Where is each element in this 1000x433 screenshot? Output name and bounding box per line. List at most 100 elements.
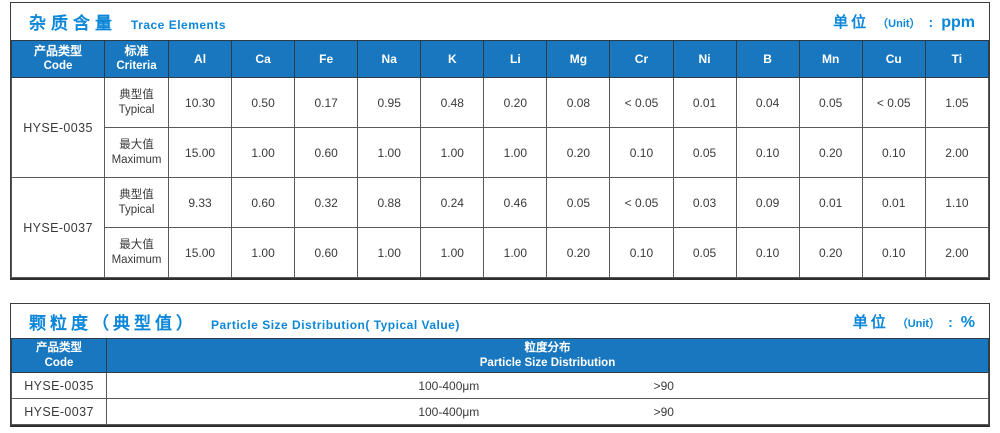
criteria-zh: 典型值 xyxy=(119,88,154,101)
title-zh: 颗粒度（典型值） xyxy=(29,313,197,333)
trace-header-row: 产品类型 Code 标准 Criteria Al Ca Fe Na K Li M… xyxy=(11,40,990,78)
value-cell: 0.60 xyxy=(294,227,359,278)
value-cell: 0.46 xyxy=(483,177,548,228)
value-cell: 0.20 xyxy=(483,77,548,128)
col-header-criteria-en: Criteria xyxy=(116,60,157,73)
unit-colon: : xyxy=(928,14,934,30)
unit-value: ppm xyxy=(941,14,975,31)
value-cell: 0.04 xyxy=(735,77,800,128)
unit-indicator: 单位 （Unit） : ppm xyxy=(833,11,975,32)
col-header-code: 产品类型 Code xyxy=(11,338,107,373)
value-cell: < 0.05 xyxy=(609,77,674,128)
trace-elements-titlebar: 杂质含量 Trace Elements 单位 （Unit） : ppm xyxy=(11,3,989,40)
unit-label: 单位 xyxy=(833,14,870,31)
col-header-element: B xyxy=(735,40,800,78)
criteria-en: Typical xyxy=(118,203,155,216)
col-header-code-en: Code xyxy=(44,356,74,369)
criteria-en: Maximum xyxy=(111,253,162,266)
criteria-en: Maximum xyxy=(111,153,162,166)
trace-elements-section: 杂质含量 Trace Elements 单位 （Unit） : ppm 产品类型… xyxy=(10,2,990,280)
value-cell: 0.10 xyxy=(735,127,800,178)
particle-size-section: 颗粒度（典型值） Particle Size Distribution( Typ… xyxy=(10,303,990,427)
value-cell: 0.05 xyxy=(672,227,737,278)
table-row: 最大值 Maximum 15.00 1.00 0.60 1.00 1.00 1.… xyxy=(12,127,990,178)
value-cell: 1.00 xyxy=(231,127,296,178)
col-header-element: Li xyxy=(483,40,548,78)
col-header-element: Mg xyxy=(546,40,611,78)
col-header-element: Ti xyxy=(924,40,990,78)
value-cell: 0.17 xyxy=(294,77,359,128)
criteria-zh: 最大值 xyxy=(119,138,154,151)
title-zh: 杂质含量 xyxy=(29,14,117,33)
value-cell: 0.01 xyxy=(861,177,926,228)
trace-elements-title: 杂质含量 Trace Elements xyxy=(29,9,226,34)
value-cell: 1.00 xyxy=(231,227,296,278)
unit-label: 单位 xyxy=(852,313,889,331)
table-row: HYSE-0035 典型值 Typical 10.30 0.50 0.17 0.… xyxy=(11,77,990,178)
col-header-element: Al xyxy=(167,40,233,78)
col-header-code-en: Code xyxy=(43,60,73,73)
criteria-zh: 最大值 xyxy=(119,238,154,251)
col-header-element: Fe xyxy=(294,40,359,78)
value-cell: 1.00 xyxy=(483,127,548,178)
value-cell: 0.88 xyxy=(357,177,422,228)
value-cell: 0.10 xyxy=(861,127,926,178)
value-cell: 2.00 xyxy=(924,127,990,178)
unit-indicator: 单位 （Unit） : % xyxy=(853,311,975,332)
value-cell: 1.00 xyxy=(357,127,422,178)
value-cell: 0.05 xyxy=(798,77,863,128)
value-cell: 0.24 xyxy=(420,177,485,228)
value-cell: < 0.05 xyxy=(861,77,926,128)
title-en: Trace Elements xyxy=(131,18,227,32)
col-header-element: Ca xyxy=(231,40,296,78)
value-cell: 1.00 xyxy=(420,227,485,278)
criteria-en: Typical xyxy=(118,103,155,116)
particle-size-titlebar: 颗粒度（典型值） Particle Size Distribution( Typ… xyxy=(11,304,989,338)
value-cell: 0.20 xyxy=(546,227,611,278)
value-cell: 1.00 xyxy=(420,127,485,178)
unit-paren: （Unit） xyxy=(877,18,921,30)
product-code: HYSE-0035 xyxy=(11,372,107,399)
col-header-element: Mn xyxy=(798,40,863,78)
table-row: HYSE-0037 100-400μm >90 xyxy=(11,398,989,425)
value-cell: 0.32 xyxy=(294,177,359,228)
size-range: 100-400μm xyxy=(418,404,480,419)
value-cell: 0.05 xyxy=(546,177,611,228)
col-header-element: Ni xyxy=(672,40,737,78)
unit-colon: : xyxy=(948,313,953,330)
value-cell: 9.33 xyxy=(167,177,233,228)
col-header-code-zh: 产品类型 xyxy=(36,342,82,355)
col-header-criteria-zh: 标准 xyxy=(124,44,149,59)
criteria-cell: 最大值 Maximum xyxy=(104,127,169,178)
value-cell: 1.05 xyxy=(924,77,990,128)
distribution-cell: 100-400μm >90 xyxy=(106,398,989,425)
criteria-cell: 典型值 Typical xyxy=(104,77,169,128)
size-percentage: >90 xyxy=(653,404,674,419)
col-header-distribution-en: Particle Size Distribution xyxy=(479,356,616,369)
value-cell: 0.01 xyxy=(798,177,863,228)
criteria-zh: 典型值 xyxy=(119,188,154,201)
value-cell: 1.00 xyxy=(357,227,422,278)
value-cell: 15.00 xyxy=(167,227,233,278)
product-code: HYSE-0035 xyxy=(11,77,105,178)
size-percentage: >90 xyxy=(653,378,674,393)
value-cell: 0.20 xyxy=(546,127,611,178)
value-cell: 0.48 xyxy=(420,77,485,128)
value-cell: 2.00 xyxy=(924,227,990,278)
value-cell: 0.08 xyxy=(546,77,611,128)
unit-paren: （Unit） xyxy=(896,317,941,330)
value-cell: 0.10 xyxy=(609,227,674,278)
value-cell: 0.10 xyxy=(609,127,674,178)
value-cell: 15.00 xyxy=(167,127,233,178)
value-cell: 0.03 xyxy=(672,177,737,228)
value-cell: 0.20 xyxy=(798,127,863,178)
value-cell: 0.60 xyxy=(294,127,359,178)
table-row: HYSE-0035 100-400μm >90 xyxy=(11,372,989,399)
value-cell: 0.95 xyxy=(357,77,422,128)
value-cell: 0.20 xyxy=(798,227,863,278)
particle-header-row: 产品类型 Code 粒度分布 Particle Size Distributio… xyxy=(11,338,989,373)
col-header-distribution-zh: 粒度分布 xyxy=(524,342,571,355)
trace-elements-table: 产品类型 Code 标准 Criteria Al Ca Fe Na K Li M… xyxy=(11,40,990,278)
col-header-element: K xyxy=(420,40,485,78)
particle-size-title: 颗粒度（典型值） Particle Size Distribution( Typ… xyxy=(29,309,460,334)
